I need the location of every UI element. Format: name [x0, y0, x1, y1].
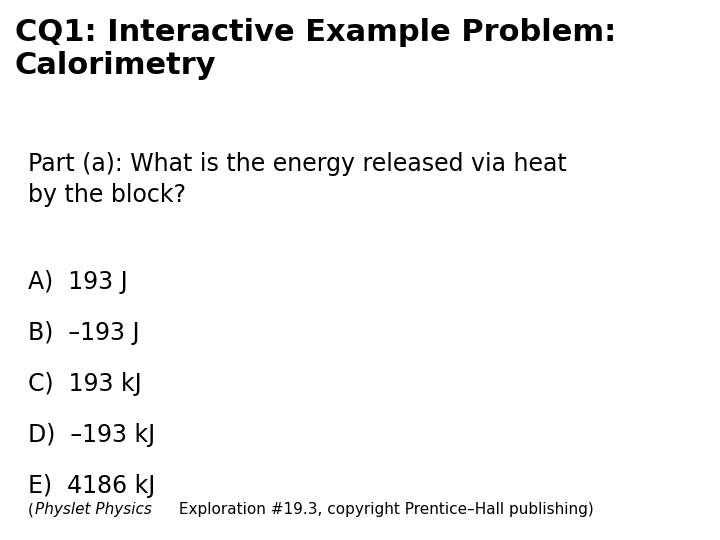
- Text: C)  193 kJ: C) 193 kJ: [28, 372, 142, 396]
- Text: A)  193 J: A) 193 J: [28, 270, 127, 294]
- Text: E)  4186 kJ: E) 4186 kJ: [28, 474, 156, 498]
- Text: Part (a): What is the energy released via heat
by the block?: Part (a): What is the energy released vi…: [28, 152, 567, 207]
- Text: D)  –193 kJ: D) –193 kJ: [28, 423, 155, 447]
- Text: B)  –193 J: B) –193 J: [28, 321, 140, 345]
- Text: Physlet Physics: Physlet Physics: [35, 502, 152, 517]
- Text: Exploration #19.3, copyright Prentice–Hall publishing): Exploration #19.3, copyright Prentice–Ha…: [174, 502, 593, 517]
- Text: CQ1: Interactive Example Problem:
Calorimetry: CQ1: Interactive Example Problem: Calori…: [14, 17, 616, 80]
- Text: (: (: [28, 502, 34, 517]
